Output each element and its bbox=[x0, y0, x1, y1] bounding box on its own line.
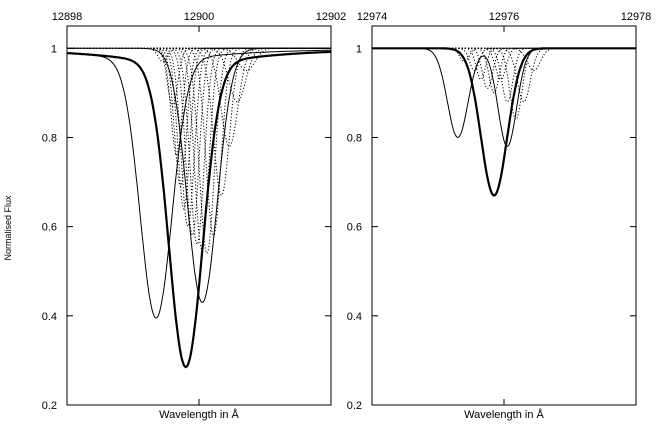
right-y-tick-label: 0.8 bbox=[347, 132, 362, 144]
right-plot-frame bbox=[371, 25, 637, 406]
right-spectrum-thick-solid bbox=[372, 47, 636, 197]
right-spectrum-dotted bbox=[372, 47, 636, 89]
right-y-tick-label: 0.6 bbox=[347, 222, 362, 234]
left-spectrum-dotted bbox=[67, 47, 331, 211]
right-panel: 12974 12976 12978 0.2 0.4 0.6 0.8 1 Wavelength … bbox=[347, 11, 652, 421]
right-x-tick-label: 12974 bbox=[357, 11, 388, 23]
y-axis-label: Normalised Flux bbox=[3, 195, 13, 261]
left-x-axis-label: Wavelength in Å bbox=[159, 408, 239, 421]
right-y-tick-label: 0.2 bbox=[347, 400, 362, 412]
left-spectrum-thin-solid bbox=[66, 49, 331, 319]
left-x-tick-label: 12900 bbox=[184, 11, 215, 23]
right-series-group bbox=[372, 47, 636, 197]
left-y-tick-label: 0.6 bbox=[42, 222, 57, 234]
left-y-tick-label: 1 bbox=[51, 43, 57, 55]
right-y-tick-label: 0.4 bbox=[347, 311, 362, 323]
right-spectrum-dotted bbox=[372, 47, 636, 94]
right-spectrum-dotted bbox=[372, 47, 636, 72]
right-x-tick-label: 12978 bbox=[621, 11, 652, 23]
left-panel: 12898 12900 12902 0.2 0.4 0.6 0.8 1 Wavelength … bbox=[42, 11, 347, 421]
left-axes-group: 12898 12900 12902 0.2 0.4 0.6 0.8 1 bbox=[42, 11, 347, 412]
left-plot-frame bbox=[66, 25, 332, 406]
right-x-tick-label: 12976 bbox=[489, 11, 520, 23]
right-spectrum-dotted bbox=[372, 47, 636, 121]
left-spectrum-dotted bbox=[67, 47, 331, 246]
left-y-tick-label: 0.8 bbox=[42, 132, 57, 144]
right-spectrum-thin-solid bbox=[372, 47, 636, 147]
left-spectrum-dotted bbox=[67, 47, 331, 72]
right-axes-group: 12974 12976 12978 0.2 0.4 0.6 0.8 1 bbox=[347, 11, 652, 412]
left-spectrum-thin-solid bbox=[67, 47, 331, 303]
left-spectrum-dotted bbox=[67, 47, 331, 188]
left-y-tick-label: 0.4 bbox=[42, 311, 57, 323]
left-spectrum-dotted bbox=[67, 47, 331, 237]
left-series-group bbox=[66, 47, 331, 369]
right-x-axis-label: Wavelength in Å bbox=[464, 408, 544, 421]
left-x-tick-label: 12902 bbox=[316, 11, 347, 23]
left-spectrum-thick-solid bbox=[66, 50, 331, 369]
right-spectrum-dotted bbox=[372, 47, 636, 81]
left-y-tick-label: 0.2 bbox=[42, 400, 57, 412]
right-y-tick-label: 1 bbox=[356, 43, 362, 55]
right-spectrum-dotted bbox=[372, 47, 636, 81]
left-spectrum-dotted bbox=[67, 47, 331, 197]
left-x-tick-label: 12898 bbox=[52, 11, 83, 23]
left-spectrum-dotted bbox=[67, 47, 331, 236]
